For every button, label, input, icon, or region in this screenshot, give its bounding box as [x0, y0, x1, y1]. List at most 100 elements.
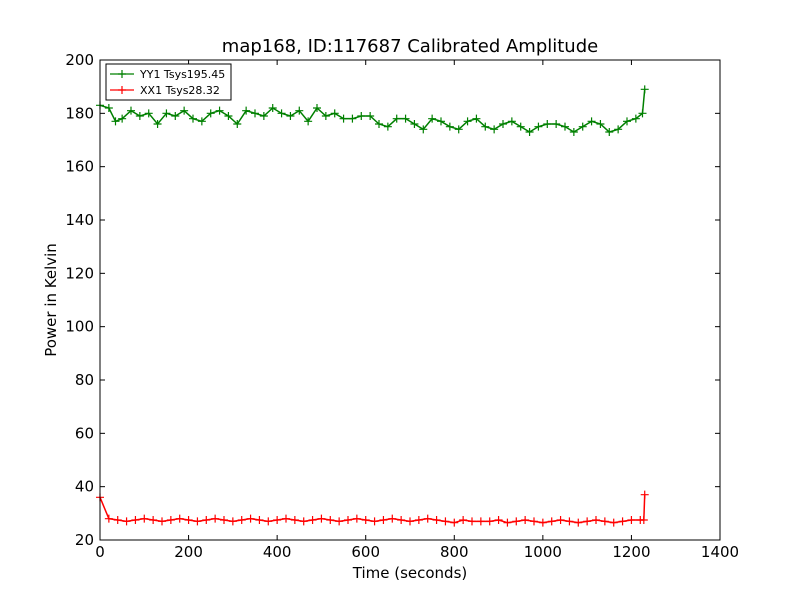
data-point: [184, 516, 193, 524]
data-point: [454, 125, 463, 134]
data-point: [220, 516, 228, 524]
data-point: [375, 120, 383, 128]
data-point: [503, 518, 512, 527]
data-point: [552, 120, 561, 128]
data-point: [640, 85, 649, 94]
data-point: [583, 517, 592, 526]
data-point: [127, 106, 135, 115]
data-point: [468, 517, 476, 526]
data-point: [499, 120, 507, 128]
data-point: [565, 517, 574, 526]
data-point: [290, 516, 299, 524]
legend-marker: [118, 70, 126, 78]
data-point: [481, 122, 490, 131]
data-point: [556, 516, 565, 524]
y-tick-label: 40: [75, 478, 94, 496]
data-point: [206, 109, 215, 118]
data-point: [175, 514, 184, 523]
legend-label: YY1 Tsys195.45: [139, 68, 225, 81]
data-point: [631, 114, 640, 123]
data-point: [574, 518, 583, 527]
data-point: [264, 517, 273, 526]
x-tick-label: 600: [351, 543, 380, 561]
x-tick-label: 1400: [701, 543, 739, 561]
data-point: [638, 109, 647, 118]
data-point: [414, 516, 423, 524]
x-tick-label: 400: [263, 543, 292, 561]
data-point: [321, 112, 330, 120]
data-point: [237, 516, 246, 524]
y-tick-label: 140: [65, 211, 94, 229]
data-point: [627, 516, 636, 524]
y-tick-label: 20: [75, 531, 94, 549]
data-point: [605, 128, 614, 136]
data-point: [193, 517, 202, 526]
data-point: [308, 516, 317, 524]
data-point: [392, 114, 401, 123]
data-point: [530, 517, 538, 526]
data-point: [561, 122, 569, 131]
legend-box: [105, 63, 232, 101]
y-tick-label: 200: [65, 51, 94, 69]
data-point: [516, 122, 525, 131]
data-point: [476, 517, 485, 526]
x-axis-label: Time (seconds): [352, 564, 468, 582]
data-point: [379, 516, 388, 524]
y-tick-label: 160: [65, 158, 94, 176]
data-point: [596, 120, 605, 128]
data-point: [507, 117, 516, 126]
data-point: [401, 114, 410, 123]
data-point: [246, 514, 255, 523]
data-point: [242, 106, 251, 115]
data-point: [330, 109, 339, 118]
data-point: [122, 517, 131, 526]
data-point: [357, 112, 366, 120]
data-point: [233, 120, 242, 128]
data-point: [397, 516, 406, 524]
data-point: [383, 122, 392, 131]
data-point: [111, 117, 120, 126]
data-point: [348, 114, 357, 123]
data-point: [463, 117, 472, 126]
data-point: [162, 109, 171, 118]
y-tick-label: 100: [65, 318, 94, 336]
data-point: [104, 514, 113, 523]
data-point: [140, 514, 149, 523]
data-point: [410, 120, 419, 128]
data-point: [370, 517, 379, 526]
data-point: [423, 514, 432, 523]
data-point: [144, 109, 153, 118]
data-point: [286, 112, 295, 120]
data-point: [437, 117, 445, 126]
data-point: [639, 516, 648, 524]
data-point: [158, 517, 166, 526]
data-point: [609, 518, 618, 527]
series-0: [96, 85, 649, 136]
data-point: [118, 114, 127, 123]
data-point: [419, 125, 428, 134]
data-point: [494, 516, 503, 524]
legend: YY1 Tsys195.45 XX1 Tsys28.32: [105, 63, 232, 101]
data-point: [547, 517, 556, 526]
data-point: [277, 109, 286, 118]
x-tick-label: 800: [440, 543, 469, 561]
data-point: [432, 516, 441, 524]
series-line: [99, 89, 646, 133]
data-point: [640, 490, 649, 499]
data-point: [326, 516, 335, 524]
data-point: [472, 114, 481, 123]
data-point: [335, 517, 344, 526]
data-point: [268, 104, 277, 112]
tick-layer: 0 200 400 600 800 1000 1200 1400 20 40 60 80 100 120 1…: [65, 51, 739, 561]
data-point: [104, 104, 113, 112]
legend-marker: [118, 86, 126, 94]
data-point: [149, 516, 158, 524]
data-point: [189, 114, 197, 123]
plot-frame: [99, 59, 721, 541]
data-point: [352, 514, 361, 523]
data-point: [224, 112, 233, 120]
data-point: [180, 106, 189, 115]
data-point: [255, 516, 264, 524]
data-point: [614, 125, 623, 134]
